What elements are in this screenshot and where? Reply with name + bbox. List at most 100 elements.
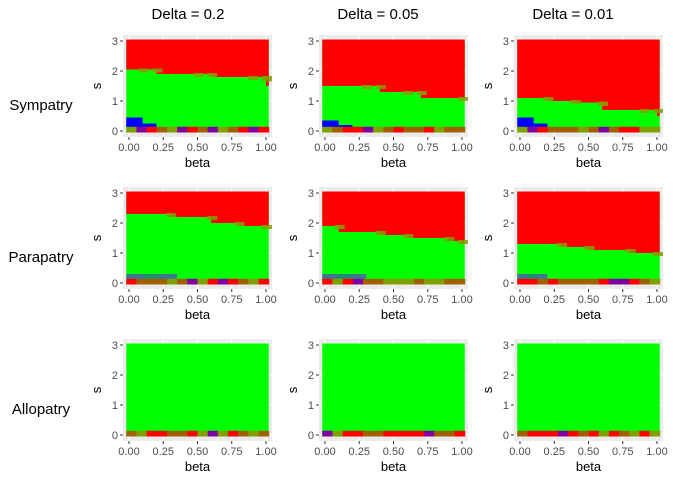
y-tick-label: 3 <box>112 340 118 352</box>
y-tick-label: 3 <box>503 36 509 48</box>
heatmap-bottom-cell <box>639 430 651 437</box>
y-tick-label: 1 <box>112 400 118 412</box>
x-tick-label: 0.00 <box>314 294 335 306</box>
y-tick-label: 3 <box>112 36 118 48</box>
heatmap-bottom-cell <box>454 278 466 285</box>
y-tick-label: 0 <box>308 430 314 442</box>
y-axis-label: s <box>89 82 104 89</box>
heatmap-bottom-cell <box>403 278 415 285</box>
x-tick-label: 1.00 <box>255 446 276 458</box>
heatmap-transition-cell <box>152 68 163 73</box>
y-tick-label: 2 <box>112 66 118 78</box>
heatmap-transition-cell <box>543 97 554 101</box>
x-tick-label: 0.25 <box>153 142 174 154</box>
heatmap-bottom-cell <box>228 430 239 437</box>
heatmap-bottom-cell <box>568 430 579 437</box>
heatmap-bottom-cell <box>258 278 270 285</box>
x-tick-label: 0.00 <box>314 142 335 154</box>
heatmap-bottom-cell <box>166 430 178 437</box>
heatmap-bottom-cell <box>217 126 229 133</box>
x-axis-label: beta <box>185 459 211 474</box>
heatmap-bottom-cell <box>126 126 137 133</box>
heatmap-bottom-cell <box>156 430 168 437</box>
heatmap-bottom-cell <box>444 278 456 285</box>
heatmap-bottom-cell <box>322 126 333 133</box>
y-tick-label: 0 <box>112 126 118 138</box>
row-label-sympatry: Sympatry <box>9 97 73 114</box>
heatmap-bottom-cell <box>434 278 445 285</box>
heatmap-bottom-cell <box>207 430 219 437</box>
heatmap-bottom-cell <box>228 278 239 285</box>
heatmap-bottom-cell <box>527 430 539 437</box>
heatmap-bottom-cell <box>568 278 579 285</box>
heatmap-bottom-cell <box>332 430 344 437</box>
y-tick-label: 2 <box>308 66 314 78</box>
y-axis-label: s <box>285 82 300 89</box>
y-tick-label: 2 <box>112 218 118 230</box>
col-title-delta-0-05: Delta = 0.05 <box>337 6 419 23</box>
x-tick-label: 1.00 <box>451 446 472 458</box>
heatmap-bottom-cell <box>608 278 620 285</box>
heatmap-bottom-cell <box>197 126 209 133</box>
x-tick-label: 0.50 <box>578 446 599 458</box>
heatmap-bottom-cell <box>238 126 249 133</box>
heatmap-bottom-cell <box>578 278 589 285</box>
heatmap-bottom-cell <box>136 278 148 285</box>
col-title-delta-0-01: Delta = 0.01 <box>532 6 614 23</box>
heatmap-transition-cell <box>653 109 663 113</box>
heatmap-teal-cell <box>144 274 160 280</box>
heatmap-bottom-cell <box>629 278 640 285</box>
heatmap-bottom-cell <box>177 278 188 285</box>
heatmap-bottom-cell <box>187 126 198 133</box>
heatmap-bottom-cell <box>517 126 528 133</box>
y-tick-label: 2 <box>503 218 509 230</box>
heatmap-bottom-cell <box>136 126 148 133</box>
x-tick-label: 0.50 <box>187 142 208 154</box>
y-tick-label: 3 <box>308 36 314 48</box>
heatmap-bottom-cell <box>629 126 640 133</box>
heatmap-blue-region <box>517 117 534 128</box>
heatmap-bottom-cell <box>598 126 610 133</box>
heatmap-bottom-cell <box>383 278 394 285</box>
heatmap-bottom-cell <box>649 126 661 133</box>
y-tick-label: 0 <box>503 278 509 290</box>
heatmap-bottom-cell <box>588 126 600 133</box>
y-axis-label: s <box>480 82 495 89</box>
heatmap-bottom-cell <box>537 126 549 133</box>
y-tick-label: 3 <box>503 188 509 200</box>
heatmap-bottom-cell <box>156 126 168 133</box>
heatmap-bottom-cell <box>434 126 445 133</box>
y-axis-label: s <box>285 386 300 393</box>
y-axis-label: s <box>285 234 300 241</box>
x-tick-label: 1.00 <box>255 142 276 154</box>
heatmap-red-region <box>322 191 465 244</box>
heatmap-bottom-cell <box>547 430 559 437</box>
x-tick-label: 1.00 <box>646 142 667 154</box>
x-tick-label: 1.00 <box>255 294 276 306</box>
x-axis-label: beta <box>185 307 211 322</box>
heatmap-green-region <box>126 343 269 437</box>
heatmap-red-region <box>126 39 269 86</box>
y-tick-label: 3 <box>308 188 314 200</box>
heatmap-bottom-cell <box>649 278 661 285</box>
x-tick-label: 0.25 <box>349 142 370 154</box>
x-tick-label: 0.75 <box>612 446 633 458</box>
x-tick-label: 0.00 <box>118 446 139 458</box>
heatmap-bottom-cell <box>527 126 539 133</box>
heatmap-bottom-cell <box>444 126 456 133</box>
heatmap-bottom-cell <box>383 430 394 437</box>
y-tick-label: 2 <box>308 370 314 382</box>
heatmap-bottom-cell <box>424 278 435 285</box>
x-tick-label: 0.25 <box>349 294 370 306</box>
heatmap-bottom-cell <box>177 430 188 437</box>
x-tick-label: 0.25 <box>544 142 565 154</box>
heatmap-transition-cell <box>362 85 373 89</box>
heatmap-transition-cell <box>207 73 218 77</box>
x-tick-label: 0.25 <box>544 294 565 306</box>
heatmap-green-region <box>517 343 660 437</box>
x-tick-label: 0.50 <box>383 446 404 458</box>
heatmap-bottom-cell <box>383 126 394 133</box>
heatmap-bottom-cell <box>639 126 651 133</box>
x-tick-label: 1.00 <box>646 446 667 458</box>
x-tick-label: 0.75 <box>221 142 242 154</box>
